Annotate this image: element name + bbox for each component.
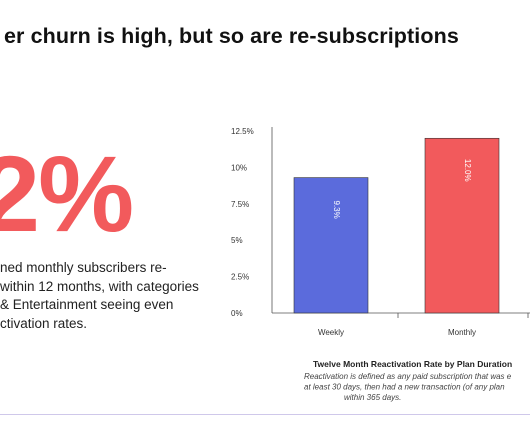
big-stat: 2%	[0, 133, 134, 254]
y-tick-label: 10%	[231, 163, 247, 172]
x-category-label: Weekly	[318, 328, 344, 337]
body-line: ctivation rates.	[0, 315, 88, 331]
body-text: ned monthly subscribers re- within 12 mo…	[0, 259, 199, 333]
chart-title: Twelve Month Reactivation Rate by Plan D…	[313, 359, 512, 369]
body-line: ned monthly subscribers re-	[0, 260, 167, 275]
bar-value-label: 12.0%	[463, 159, 472, 182]
bar-monthly	[424, 137, 500, 314]
slide-headline: er churn is high, but so are re-subscrip…	[4, 24, 459, 48]
chart-caption-line: Reactivation is defined as any paid subs…	[304, 372, 512, 381]
footer-divider	[0, 414, 530, 415]
chart-caption-line: at least 30 days, then had a new transac…	[304, 383, 505, 392]
body-line: within 12 months, with categories	[0, 278, 199, 294]
bar-value-label: 9.3%	[332, 200, 341, 218]
bar-weekly	[293, 177, 369, 314]
y-tick-label: 0%	[231, 309, 243, 318]
x-category-label: Monthly	[448, 328, 476, 337]
y-tick-label: 2.5%	[231, 273, 249, 282]
chart-caption-line: within 365 days.	[344, 393, 401, 402]
y-tick-label: 12.5%	[231, 127, 254, 136]
y-tick-label: 7.5%	[231, 200, 249, 209]
body-line: & Entertainment seeing even	[0, 297, 174, 312]
y-tick-label: 5%	[231, 236, 243, 245]
